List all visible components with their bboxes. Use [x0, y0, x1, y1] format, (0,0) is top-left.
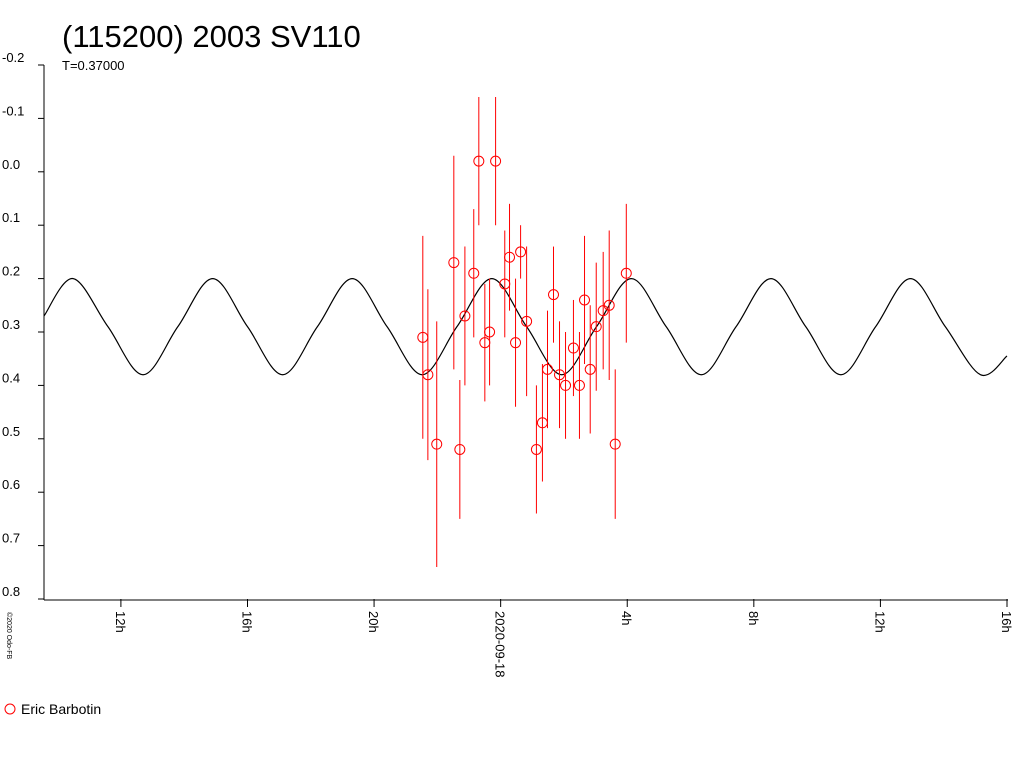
legend-marker	[4, 703, 16, 715]
credit: ©2020 Odo-FB	[5, 612, 13, 660]
y-tick-label: 0.6	[2, 477, 20, 492]
data-point	[484, 326, 496, 338]
y-tick-label: 0.7	[2, 531, 20, 546]
data-point	[454, 443, 466, 455]
data-point	[490, 155, 502, 167]
data-point	[468, 267, 480, 279]
data-point	[515, 246, 527, 258]
data-point	[417, 331, 429, 343]
data-point	[548, 289, 560, 301]
data-point	[499, 278, 511, 290]
x-tick-label: 4h	[619, 611, 634, 625]
data-point	[560, 379, 572, 391]
chart-title: (115200) 2003 SV110	[62, 19, 361, 54]
data-point	[448, 257, 460, 269]
data-point	[459, 310, 471, 322]
x-tick-label: 12h	[872, 611, 887, 633]
data-point	[422, 369, 434, 381]
y-tick-label: -0.2	[2, 50, 24, 65]
x-tick-label: 16h	[239, 611, 254, 633]
data-point	[504, 251, 516, 263]
x-tick-label: 12h	[113, 611, 128, 633]
y-tick-label: 0.2	[2, 264, 20, 279]
data-point	[584, 363, 596, 375]
model-curve	[43, 277, 1008, 377]
x-tick-label: 8h	[746, 611, 761, 625]
legend-label: Eric Barbotin	[21, 701, 101, 717]
y-tick-label: 0.8	[2, 584, 20, 599]
data-point	[479, 337, 491, 349]
data-point	[603, 299, 615, 311]
data-point	[473, 155, 485, 167]
data-point	[431, 438, 443, 450]
data-point	[567, 342, 579, 354]
y-tick-label: 0.4	[2, 370, 20, 385]
x-tick-label: 16h	[999, 611, 1014, 633]
data-point	[554, 369, 566, 381]
data-point	[590, 321, 602, 333]
y-tick-label: 0.5	[2, 424, 20, 439]
data-point	[620, 267, 632, 279]
x-tick-label: 2020-09-18	[493, 611, 508, 678]
y-tick-label: -0.1	[2, 103, 24, 118]
y-tick-label: 0.1	[2, 210, 20, 225]
x-tick-label: 20h	[366, 611, 381, 633]
data-point	[579, 294, 591, 306]
data-point	[521, 315, 533, 327]
data-point	[536, 417, 548, 429]
data-point	[541, 363, 553, 375]
data-point	[573, 379, 585, 391]
data-point	[609, 438, 621, 450]
data-point	[530, 443, 542, 455]
y-tick-label: 0.0	[2, 157, 20, 172]
chart-subtitle: T=0.37000	[62, 58, 125, 73]
y-tick-label: 0.3	[2, 317, 20, 332]
data-point	[510, 337, 522, 349]
